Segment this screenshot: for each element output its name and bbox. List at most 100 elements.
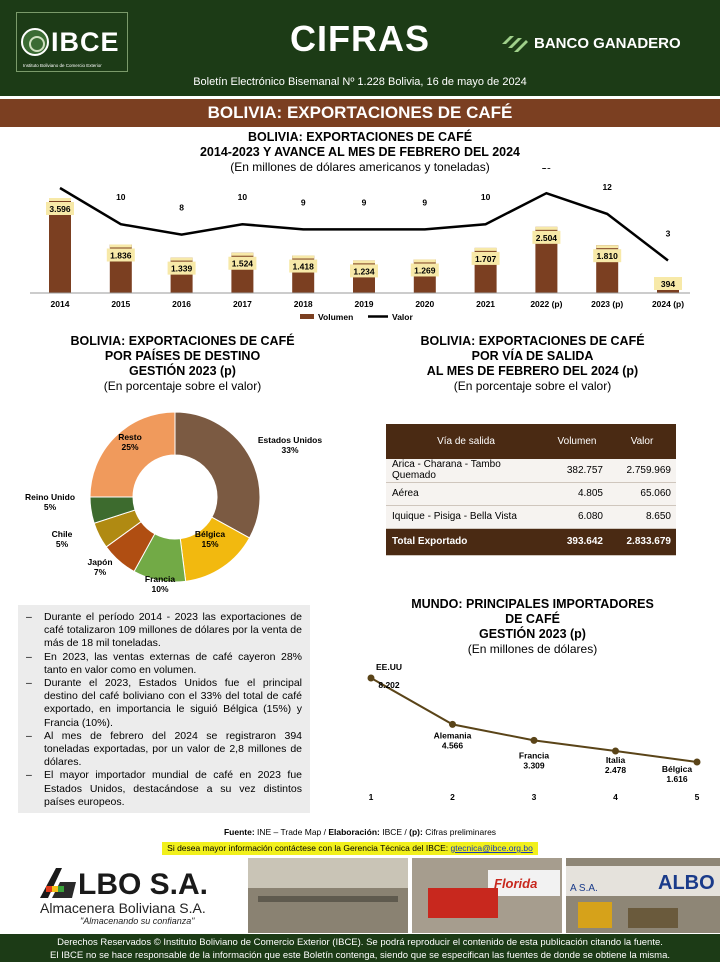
- via-title-2: POR VÍA DE SALIDA: [471, 349, 594, 363]
- importer-point: [367, 674, 375, 682]
- note-item: Durante el 2023, Estados Unidos fue el p…: [26, 677, 302, 730]
- valor-data-label: 3: [666, 228, 671, 238]
- bar-top-highlight: [413, 259, 436, 263]
- importer-value-label: 4.566: [442, 740, 464, 750]
- pie-title-3: GESTIÓN 2023 (p): [129, 364, 236, 378]
- valor-line: [59, 186, 669, 262]
- albo-logo-icon: [40, 868, 76, 898]
- note-item: Durante el período 2014 - 2023 las expor…: [26, 611, 302, 651]
- table-row: Arica - Charana - Tambo Quemado 382.757 …: [386, 459, 676, 483]
- p-label: (p):: [409, 827, 423, 837]
- volume-label-bg: [46, 202, 74, 215]
- slice-value-label: 25%: [121, 442, 138, 452]
- x-tick-label: 1: [369, 792, 374, 802]
- slice-name-label: Estados Unidos: [258, 435, 323, 445]
- valor-data-label: 10: [481, 192, 491, 202]
- donut-slice: [174, 411, 261, 539]
- col-volumen: Volumen: [546, 424, 608, 459]
- importer-name-label: Bélgica: [662, 764, 693, 774]
- via-subtitle: (En porcentaje sobre el valor): [453, 379, 612, 393]
- importer-name-label: Francia: [519, 750, 550, 760]
- valor-data-label: 12: [602, 182, 612, 192]
- slice-value-label: 5%: [56, 539, 69, 549]
- volume-data-label: 1.418: [293, 262, 315, 272]
- importer-point: [530, 736, 538, 744]
- x-tick-label: 2023 (p): [591, 299, 623, 309]
- footer-line-2: El IBCE no se hace responsable de la inf…: [49, 950, 670, 961]
- importers-title-2: DE CAFÉ: [505, 612, 560, 626]
- contact-email-link[interactable]: gtecnica@ibce.org.bo: [450, 843, 533, 853]
- volume-label-bg: [350, 264, 378, 278]
- total-label: Total Exportado: [386, 528, 546, 556]
- volume-label-bg: [289, 259, 318, 273]
- volume-label-bg: [593, 249, 622, 263]
- slice-name-label: Bélgica: [195, 529, 226, 539]
- ibce-logo: IBCE Instituto Boliviano de Comercio Ext…: [16, 12, 128, 72]
- pie-title-2: POR PAÍSES DE DESTINO: [104, 349, 261, 363]
- valor-data-label: 9: [362, 197, 367, 207]
- volume-label-bg: [471, 251, 500, 265]
- volume-label-bg: [532, 230, 561, 244]
- slice-name-label: Francia: [145, 574, 176, 584]
- via-table: Vía de salida Volumen Valor Arica - Char…: [386, 424, 676, 556]
- importer-value-label: 3.309: [523, 760, 545, 770]
- importer-point: [449, 720, 456, 728]
- total-valor: 2.833.679: [608, 528, 676, 556]
- importers-subtitle: (En millones de dólares): [467, 642, 598, 656]
- via-title: BOLIVIA: EXPORTACIONES DE CAFÉ POR VÍA D…: [390, 334, 675, 394]
- row-valor: 2.759.969: [608, 459, 676, 483]
- importer-value-label: 8.202: [378, 680, 400, 690]
- note-item: Al mes de febrero del 2024 se registraro…: [26, 730, 302, 770]
- albo-tagline: "Almacenando su confianza": [80, 916, 195, 926]
- bar-top-highlight: [474, 247, 497, 251]
- volume-data-label: 1.524: [232, 259, 254, 269]
- pie-chart-title: BOLIVIA: EXPORTACIONES DE CAFÉ POR PAÍSE…: [40, 334, 325, 394]
- x-tick-label: 2021: [476, 299, 495, 309]
- bulletin-subtitle: Boletín Electrónico Bisemanal Nº 1.228 B…: [193, 76, 527, 88]
- x-tick-label: 2015: [111, 299, 130, 309]
- note-item: En 2023, las ventas externas de café cay…: [26, 651, 302, 677]
- slice-value-label: 15%: [201, 539, 218, 549]
- valor-data-label: 9: [301, 197, 306, 207]
- footer-line-1: Derechos Reservados © Instituto Bolivian…: [57, 937, 663, 948]
- volume-data-label: 1.707: [475, 254, 497, 264]
- slice-value-label: 7%: [94, 567, 107, 577]
- volume-data-label: 1.810: [597, 251, 619, 261]
- volume-label-bg: [106, 248, 135, 262]
- bar-volumen: [49, 198, 71, 293]
- row-valor: 65.060: [608, 482, 676, 506]
- importer-value-label: 2.478: [605, 765, 627, 775]
- volume-label-bg: [410, 263, 439, 277]
- pie-subtitle: (En porcentaje sobre el valor): [103, 379, 262, 393]
- section-title: BOLIVIA: EXPORTACIONES DE CAFÉ: [0, 99, 720, 127]
- legend-volumen-swatch: [300, 314, 314, 319]
- row-via: Arica - Charana - Tambo Quemado: [386, 459, 546, 483]
- bar-chart-title: BOLIVIA: EXPORTACIONES DE CAFÉ 2014-2023…: [0, 130, 720, 175]
- table-row: Iquique - Pisiga - Bella Vista 6.080 8.6…: [386, 505, 676, 529]
- x-tick-label: 2: [450, 792, 455, 802]
- fuente-label: Fuente:: [223, 827, 255, 837]
- valor-data-label: 16: [542, 168, 552, 171]
- truck-text: Florida: [494, 876, 537, 891]
- slice-name-label: Reino Unido: [25, 492, 75, 502]
- bar-top-highlight: [292, 255, 315, 259]
- x-tick-label: 4: [613, 792, 618, 802]
- x-tick-label: 2018: [294, 299, 313, 309]
- slice-value-label: 10%: [151, 584, 168, 594]
- row-via: Aérea: [386, 482, 546, 506]
- slice-value-label: 33%: [281, 445, 298, 455]
- p-text: Cifras preliminares: [422, 827, 497, 837]
- legend-volumen-label: Volumen: [318, 312, 353, 322]
- albo-advertisement[interactable]: Florida A S.A. ALBO: [0, 858, 720, 933]
- valor-data-label: 10: [116, 192, 126, 202]
- albo-subtitle: Almacenera Boliviana S.A.: [40, 900, 206, 916]
- elaboracion-text: IBCE /: [379, 827, 410, 837]
- volume-label-bg: [654, 277, 682, 290]
- bar-top-highlight: [109, 244, 132, 248]
- importer-point: [693, 758, 701, 766]
- valor-data-label: 9: [422, 197, 427, 207]
- bar-top-highlight: [596, 245, 619, 249]
- fuente-text: INE – Trade Map /: [254, 827, 329, 837]
- x-tick-label: 3: [532, 792, 537, 802]
